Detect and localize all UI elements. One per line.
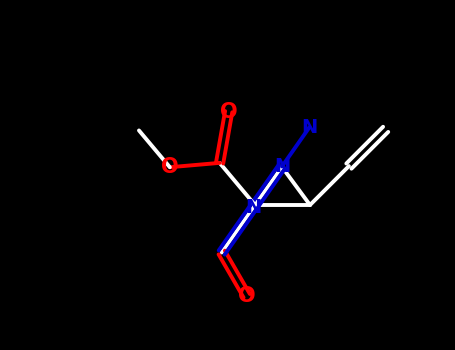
Text: O: O: [238, 286, 256, 306]
Text: N: N: [301, 118, 318, 137]
Text: O: O: [220, 102, 238, 122]
Text: O: O: [161, 157, 179, 177]
Text: N: N: [245, 198, 262, 217]
Text: N: N: [274, 157, 290, 176]
